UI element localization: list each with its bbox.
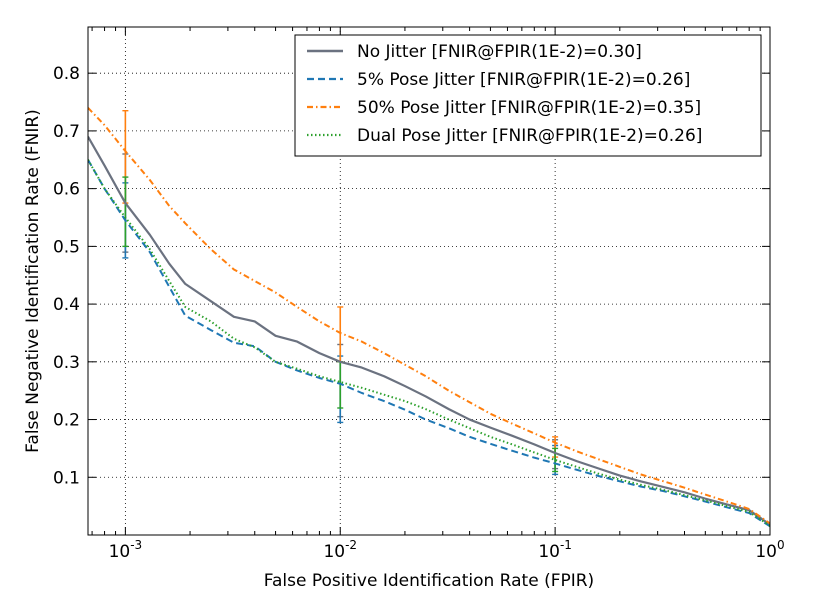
legend-label: 5% Pose Jitter [FNIR@FPIR(1E-2)=0.26] xyxy=(357,70,690,90)
y-tick-label: 0.3 xyxy=(53,353,80,373)
legend-box xyxy=(294,34,762,157)
y-tick-label: 0.4 xyxy=(53,295,80,315)
plot-frame xyxy=(87,26,771,536)
legend: No Jitter [FNIR@FPIR(1E-2)=0.30] 5% Pose … xyxy=(294,34,762,157)
series-line-1 xyxy=(88,136,770,526)
x-tick-label-text: 100 xyxy=(755,538,784,562)
legend-entry: 5% Pose Jitter [FNIR@FPIR(1E-2)=0.26] xyxy=(307,70,690,90)
x-tick-label: 100 xyxy=(755,538,784,562)
x-tick-labels: 10-3 10-2 10-1 100 xyxy=(109,538,785,562)
series-line-3 xyxy=(88,107,770,525)
y-axis-title: False Negative Identification Rate (FNIR… xyxy=(23,109,43,453)
legend-label: Dual Pose Jitter [FNIR@FPIR(1E-2)=0.26] xyxy=(357,126,702,146)
y-tick-label: 0.7 xyxy=(53,122,80,142)
series-line-4 xyxy=(88,159,770,527)
x-tick-label: 10-1 xyxy=(538,538,572,562)
legend-entry: No Jitter [FNIR@FPIR(1E-2)=0.30] xyxy=(307,42,642,62)
y-tick-label: 0.5 xyxy=(53,237,80,257)
legend-label: No Jitter [FNIR@FPIR(1E-2)=0.30] xyxy=(357,42,642,62)
y-tick-labels: 0.1 0.2 0.3 0.4 0.5 0.6 0.7 0.8 xyxy=(53,64,80,488)
series-lines xyxy=(88,107,770,528)
y-tick-label: 0.6 xyxy=(53,180,80,200)
x-tick-label-text: 10-3 xyxy=(109,538,143,562)
y-tick-label: 0.2 xyxy=(53,411,80,431)
legend-entry: 50% Pose Jitter [FNIR@FPIR(1E-2)=0.35] xyxy=(307,98,701,118)
axis-ticks xyxy=(88,27,771,535)
x-tick-label: 10-3 xyxy=(109,538,143,562)
series-line-2 xyxy=(88,159,770,528)
y-tick-label: 0.8 xyxy=(53,64,80,84)
x-tick-label-text: 10-1 xyxy=(538,538,572,562)
legend-label: 50% Pose Jitter [FNIR@FPIR(1E-2)=0.35] xyxy=(357,98,701,118)
x-axis-title: False Positive Identification Rate (FPIR… xyxy=(264,571,594,591)
y-tick-label: 0.1 xyxy=(53,468,80,488)
legend-entry: Dual Pose Jitter [FNIR@FPIR(1E-2)=0.26] xyxy=(307,126,702,146)
x-tick-label: 10-2 xyxy=(323,538,357,562)
x-tick-label-text: 10-2 xyxy=(323,538,357,562)
